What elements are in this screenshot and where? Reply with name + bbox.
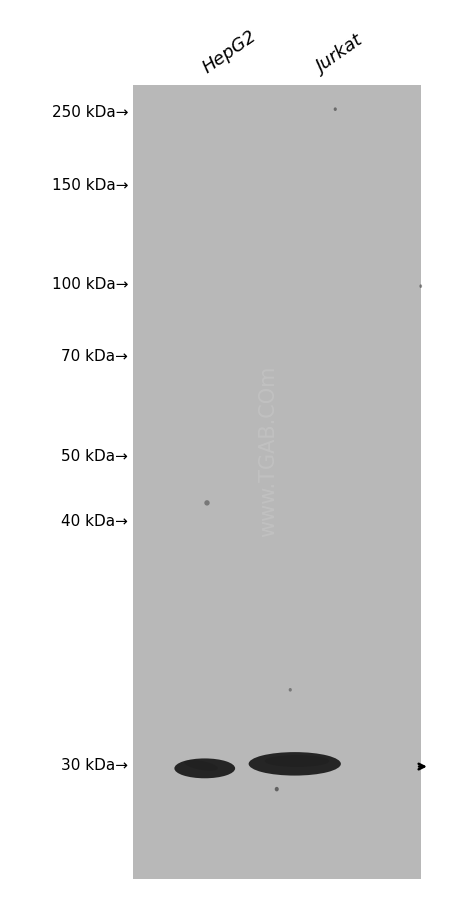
Ellipse shape xyxy=(289,688,292,692)
Text: 70 kDa→: 70 kDa→ xyxy=(61,349,128,364)
Text: 150 kDa→: 150 kDa→ xyxy=(52,178,128,192)
Ellipse shape xyxy=(334,108,337,112)
Ellipse shape xyxy=(419,285,422,289)
Ellipse shape xyxy=(248,752,341,776)
Ellipse shape xyxy=(204,501,210,506)
Text: www.TGAB.COm: www.TGAB.COm xyxy=(258,365,278,537)
Text: 40 kDa→: 40 kDa→ xyxy=(61,514,128,529)
Bar xyxy=(133,86,421,879)
Ellipse shape xyxy=(184,760,218,771)
Text: 250 kDa→: 250 kDa→ xyxy=(52,106,128,120)
Ellipse shape xyxy=(265,755,329,767)
Ellipse shape xyxy=(274,787,279,792)
Text: HepG2: HepG2 xyxy=(199,27,260,77)
Ellipse shape xyxy=(175,759,235,778)
Text: 100 kDa→: 100 kDa→ xyxy=(52,277,128,291)
Text: 30 kDa→: 30 kDa→ xyxy=(61,758,128,772)
Text: Jurkat: Jurkat xyxy=(314,32,367,77)
Text: 50 kDa→: 50 kDa→ xyxy=(61,448,128,463)
